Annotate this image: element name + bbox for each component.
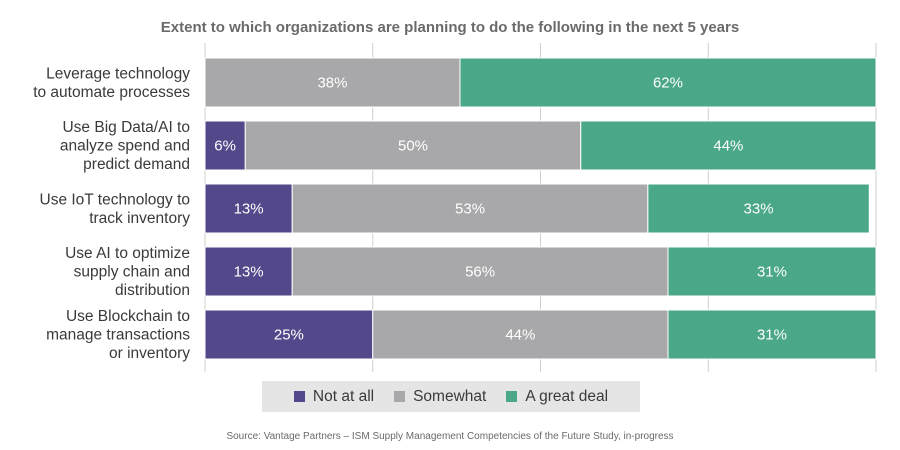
data-label-somewhat-2: 53% [455,201,485,218]
bar-a-great-deal-2 [647,183,870,234]
bar-not-at-all-2 [204,183,293,234]
legend-swatch-a-great-deal [506,391,518,402]
legend-label-somewhat: Somewhat [413,387,487,405]
legend-label-not-at-all: Not at all [312,387,375,405]
data-label-a-great-deal-1: 44% [713,138,743,155]
legend-label-a-great-deal: A great deal [525,387,609,405]
data-label-a-great-deal-2: 33% [744,201,774,218]
data-label-not-at-all-1: 6% [214,138,236,155]
category-label-4: Use Blockchain to manage transactions or i… [46,308,190,362]
data-label-a-great-deal-3: 31% [757,264,787,281]
legend-item-somewhat: Somewhat [394,388,486,406]
data-label-somewhat-4: 44% [505,327,535,344]
legend-swatch-not-at-all [293,391,305,402]
chart-title: Extent to which organizations are planni… [160,19,740,36]
category-label-3: Use AI to optimize supply chain and distri… [65,245,190,299]
bar-a-great-deal-3 [667,246,877,297]
bar-somewhat-1 [244,120,582,171]
bar-somewhat-4 [372,309,669,360]
bar-not-at-all-3 [204,246,293,297]
bar-a-great-deal-0 [459,57,877,108]
category-label-0: Leverage technology to automate processes [33,65,190,101]
legend-item-not-at-all: Not at all [293,387,375,406]
data-label-not-at-all-3: 13% [234,264,264,281]
category-label-2: Use IoT technology to track inventory [40,191,191,227]
data-label-not-at-all-2: 13% [234,201,264,218]
bar-a-great-deal-4 [667,309,877,360]
legend: Not at all Somewhat A great deal [262,381,640,412]
data-label-not-at-all-4: 25% [274,327,304,344]
legend-swatch-somewhat [394,391,406,402]
bar-a-great-deal-1 [580,120,877,171]
data-label-somewhat-3: 56% [465,264,495,281]
data-label-somewhat-1: 50% [398,138,428,155]
data-label-somewhat-0: 38% [317,75,347,92]
legend-item-a-great-deal: A great deal [506,388,608,406]
bar-somewhat-3 [291,246,669,297]
bar-not-at-all-4 [204,309,374,360]
bar-somewhat-0 [204,57,461,108]
source-note: Source: Vantage Partners – ISM Supply Ma… [226,431,674,442]
data-label-a-great-deal-0: 62% [653,75,683,92]
data-label-a-great-deal-4: 31% [757,327,787,344]
category-label-1: Use Big Data/AI to analyze spend and predi… [60,119,190,173]
